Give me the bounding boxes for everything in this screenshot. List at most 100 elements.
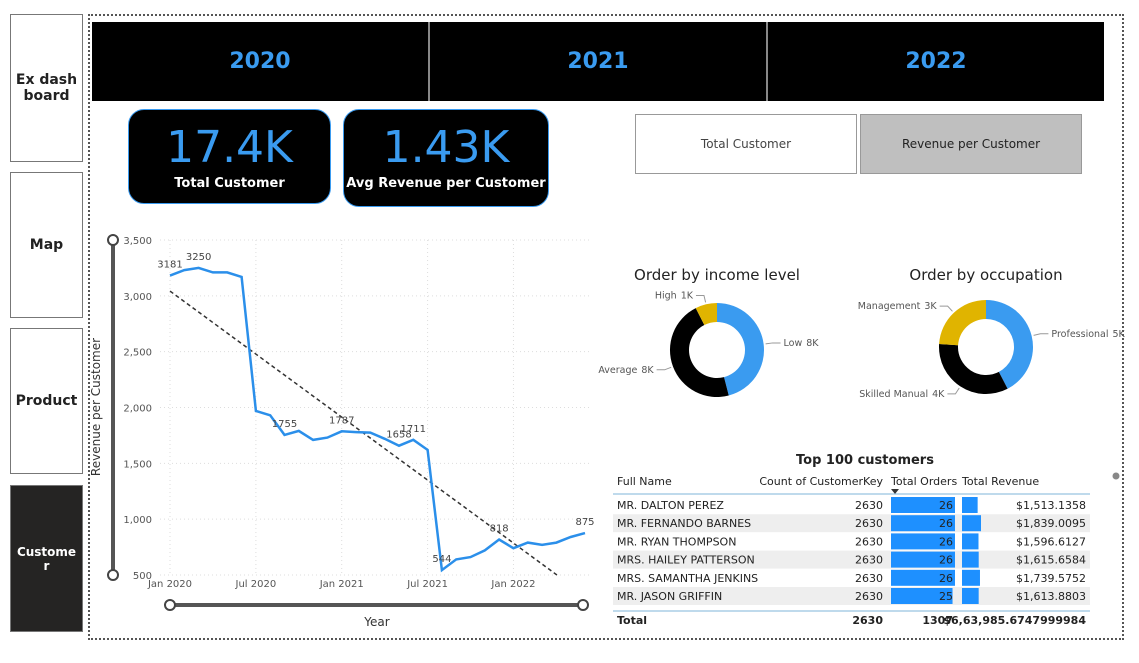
data-bar	[891, 569, 955, 586]
value-label: 4K	[932, 389, 945, 400]
category-label: Management	[858, 301, 921, 312]
x-axis-label: Year	[363, 615, 389, 629]
cell: $1,613.8803	[1016, 590, 1086, 603]
nav-button[interactable]: Customer	[10, 485, 83, 632]
slider-handle	[164, 599, 176, 611]
toggle-button[interactable]: Total Customer	[635, 114, 857, 174]
column-header: Full Name	[617, 475, 672, 488]
data-bar	[891, 588, 953, 604]
category-label: Average	[598, 365, 637, 376]
data-label: 1787	[329, 415, 354, 426]
chart-title: Order by income level	[634, 266, 800, 284]
table-title: Top 100 customers	[796, 453, 934, 468]
donut-label: Average 8K	[598, 365, 654, 376]
value-label: 5K	[1113, 329, 1126, 340]
kpi-value: 1.43K	[382, 122, 510, 173]
total-cell: 1307	[922, 614, 953, 627]
nav-button[interactable]: Map	[10, 172, 83, 318]
donut-slice	[695, 303, 717, 326]
leader-line	[1033, 333, 1049, 336]
slider-handle	[577, 599, 589, 611]
cell: MR. FERNANDO BARNES	[617, 517, 751, 530]
cell: 26	[939, 499, 953, 512]
data-bar	[891, 551, 955, 568]
cell: 26	[939, 535, 953, 548]
cell: MR. DALTON PEREZ	[617, 499, 724, 512]
year-button[interactable]: 2021	[430, 22, 768, 101]
cell: $1,615.6584	[1016, 554, 1086, 567]
column-header: Total Orders	[890, 475, 957, 488]
total-cell: 2630	[852, 614, 883, 627]
nav-button[interactable]: Product	[10, 328, 83, 474]
cell: 2630	[855, 499, 883, 512]
donut-label: Management 3K	[858, 301, 938, 312]
data-bar	[962, 569, 980, 586]
year-button[interactable]: 2020	[92, 22, 430, 101]
donut-label: High 1K	[655, 291, 694, 302]
y-tick-label: 3,000	[123, 292, 152, 303]
data-label: 3181	[157, 260, 182, 271]
data-bar	[891, 533, 955, 550]
value-label: 3K	[924, 301, 937, 312]
column-header: Count of CustomerKey	[759, 475, 883, 488]
donut-slice	[938, 344, 1008, 394]
category-label: Low	[784, 338, 803, 349]
report-frame	[88, 14, 1124, 640]
data-bar	[962, 533, 979, 550]
cell: $1,739.5752	[1016, 572, 1086, 585]
donut-slice	[986, 300, 1033, 389]
slider-handle	[107, 234, 119, 246]
sort-arrow	[891, 489, 899, 494]
data-bar	[962, 497, 978, 513]
year-button[interactable]: 2022	[905, 49, 967, 74]
donut-label: Skilled Manual 4K	[859, 389, 945, 400]
cell: 26	[939, 554, 953, 567]
data-bar	[962, 551, 979, 568]
cell: 2630	[855, 535, 883, 548]
kpi-value: 17.4K	[166, 122, 293, 173]
year-slicer: 2020 2021 2022	[92, 22, 1104, 101]
y-tick-label: 2,500	[123, 348, 152, 359]
data-label: 544	[432, 554, 451, 565]
value-label: 1K	[681, 291, 694, 302]
data-bar	[962, 588, 979, 604]
cell: 2630	[855, 572, 883, 585]
nav-button[interactable]: Ex dashboard	[10, 14, 83, 162]
x-tick-label: Jan 2020	[147, 579, 192, 590]
data-bar	[962, 515, 981, 532]
line-series	[169, 266, 586, 573]
y-tick-label: 500	[133, 571, 152, 582]
cell: MRS. SAMANTHA JENKINS	[617, 572, 758, 585]
data-bar	[891, 497, 955, 513]
value-label: 8K	[806, 338, 819, 349]
cell: $1,513.1358	[1016, 499, 1086, 512]
value-label: 8K	[641, 365, 654, 376]
cell: 26	[939, 572, 953, 585]
toggle-button[interactable]: Revenue per Customer	[860, 114, 1082, 174]
resize-handle	[1112, 472, 1120, 480]
kpi-card: 17.4K Total Customer	[128, 109, 331, 204]
data-label: 818	[490, 523, 509, 534]
donut-label: Professional 5K	[1051, 329, 1125, 340]
y-tick-label: 2,000	[123, 404, 152, 415]
data-label: 1658	[386, 430, 411, 441]
column-header: Total Revenue	[961, 475, 1039, 488]
leader-line	[939, 305, 953, 312]
data-label: 1711	[401, 424, 426, 435]
cell: 2630	[855, 554, 883, 567]
leader-line	[656, 366, 672, 371]
total-cell: Total	[617, 614, 647, 627]
kpi-label: Total Customer	[174, 176, 285, 191]
donut-slice	[939, 300, 986, 346]
cell: 25	[939, 590, 953, 603]
cell: MRS. HAILEY PATTERSON	[617, 554, 755, 567]
cell: 2630	[855, 517, 883, 530]
x-tick-label: Jul 2021	[406, 579, 448, 590]
y-tick-label: 1,500	[123, 459, 152, 470]
x-tick-label: Jan 2021	[319, 579, 364, 590]
donut-slice	[717, 303, 765, 396]
cell: 2630	[855, 590, 883, 603]
slider-handle	[107, 569, 119, 581]
